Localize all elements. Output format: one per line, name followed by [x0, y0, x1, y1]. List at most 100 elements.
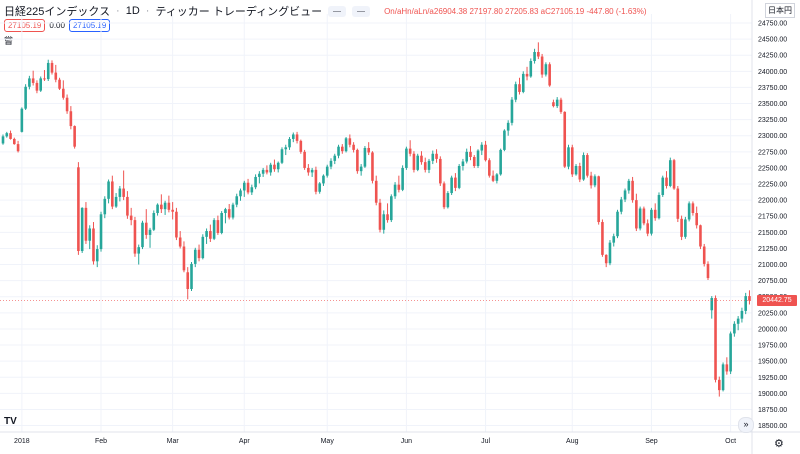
candle-body — [548, 64, 551, 86]
candle-body — [601, 222, 604, 255]
candle-body — [295, 134, 299, 141]
candle-body — [405, 148, 408, 168]
candle-body — [412, 153, 416, 170]
candle-body — [446, 193, 450, 208]
candle-body — [544, 64, 548, 75]
candle-body — [284, 147, 288, 150]
candle-body — [627, 180, 631, 191]
candle-body — [371, 152, 374, 181]
y-tick-label: 21750.00 — [758, 214, 787, 221]
candle-body — [661, 177, 665, 195]
currency-button[interactable]: 日本円 — [765, 3, 795, 18]
candle-body — [107, 181, 110, 199]
candle-body — [239, 190, 242, 197]
candle-body — [619, 199, 623, 212]
candle-body — [454, 177, 457, 188]
candle-body — [653, 209, 657, 219]
y-tick-label: 23000.00 — [758, 133, 787, 140]
candle-body — [657, 194, 661, 219]
candle-body — [303, 151, 306, 168]
y-tick-label: 19500.00 — [758, 359, 787, 366]
y-tick-label: 20250.00 — [758, 310, 787, 317]
scroll-to-realtime-button[interactable]: » — [738, 417, 754, 433]
candle-body — [352, 144, 355, 150]
candle-body — [325, 166, 329, 176]
candle-body — [457, 166, 461, 188]
candle-body — [88, 228, 92, 241]
candle-body — [608, 242, 612, 264]
candle-body — [570, 147, 574, 175]
candle-body — [408, 148, 412, 154]
collapse-button[interactable] — [328, 5, 347, 17]
candle-body — [638, 208, 642, 229]
x-tick-label: Jun — [401, 438, 412, 445]
x-tick-label: Jul — [481, 438, 490, 445]
candle-body — [488, 160, 491, 176]
y-tick-label: 24000.00 — [758, 69, 787, 76]
sell-price-button[interactable]: 27105.19 — [4, 19, 46, 32]
candle-body — [144, 222, 148, 235]
candle-body — [668, 160, 672, 186]
candle-body — [431, 153, 435, 161]
candle-body — [393, 184, 397, 197]
candle-body — [141, 222, 144, 248]
candle-body — [20, 108, 24, 132]
candle-body — [92, 228, 95, 262]
candle-body — [254, 176, 257, 188]
candle-body — [491, 175, 495, 181]
candle-body — [54, 72, 58, 80]
ohlc-values: On/aHn/aLn/a26904.38 27197.80 27205.83 a… — [384, 7, 646, 16]
candle-body — [710, 298, 714, 311]
candle-body — [623, 190, 627, 200]
candle-body — [209, 231, 212, 239]
candle-body — [246, 182, 250, 193]
candle-body — [276, 162, 280, 170]
candle-body — [367, 147, 370, 153]
candle-body — [28, 78, 31, 87]
candle-body — [318, 183, 321, 192]
candle-body — [65, 97, 69, 112]
candle-body — [201, 236, 205, 259]
candle-body — [156, 204, 159, 214]
candle-body — [397, 184, 401, 190]
candle-body — [729, 333, 732, 372]
candle-body — [423, 162, 427, 170]
candle-body — [586, 155, 589, 176]
candle-body — [612, 236, 616, 243]
chart-header: 日経225インデックス · 1D · ティッカー トレーディングビュー On/a… — [4, 3, 647, 19]
candle-body — [461, 161, 465, 166]
candle-body — [748, 296, 751, 301]
candle-body — [122, 188, 125, 197]
candle-body — [687, 203, 691, 220]
x-tick-label: Mar — [167, 438, 180, 445]
y-tick-label: 21500.00 — [758, 230, 787, 237]
candle-body — [499, 149, 502, 175]
buy-price-button[interactable]: 27105.19 — [68, 19, 111, 32]
gear-icon[interactable]: ⚙ — [774, 438, 784, 450]
candle-body — [529, 61, 533, 77]
candle-body — [356, 149, 359, 172]
collapse-button-2[interactable] — [352, 5, 371, 17]
candle-body — [216, 220, 220, 233]
candle-body — [9, 133, 12, 139]
candle-body — [231, 204, 235, 218]
candle-body — [46, 62, 50, 80]
tradingview-logo[interactable]: TV — [4, 416, 17, 427]
candle-body — [212, 220, 216, 239]
candle-body — [740, 310, 744, 319]
candle-body — [706, 263, 710, 279]
candle-body — [582, 155, 585, 180]
symbol-title[interactable]: 日経225インデックス — [4, 6, 111, 18]
candle-body — [503, 130, 506, 150]
candle-body — [186, 272, 190, 290]
spread-value: 0.00 — [49, 21, 65, 30]
candle-body — [258, 173, 261, 177]
candle-body — [24, 86, 27, 109]
candle-body — [43, 78, 46, 80]
candle-body — [480, 144, 484, 151]
y-tick-label: 24500.00 — [758, 37, 787, 44]
interval-label[interactable]: 1D — [125, 5, 140, 17]
y-tick-label: 22750.00 — [758, 149, 787, 156]
candle-body — [103, 198, 107, 215]
